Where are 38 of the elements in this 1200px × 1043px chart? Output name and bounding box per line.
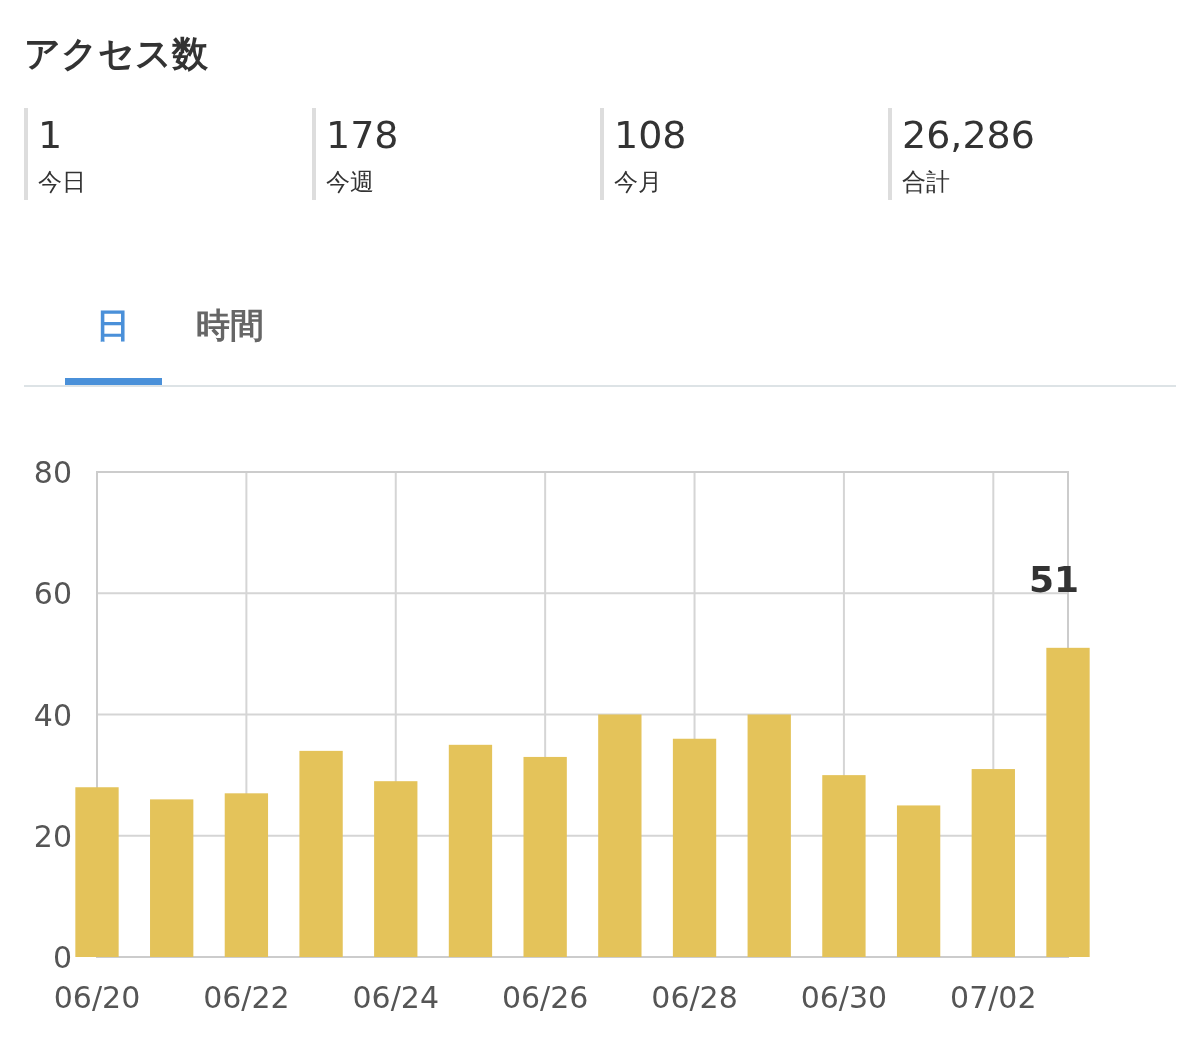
text: 今月 xyxy=(614,168,662,196)
x-tick-label: 06/30 xyxy=(800,980,888,1015)
y-tick-label: 20 xyxy=(33,818,72,854)
x-tick-label: 07/02 xyxy=(950,980,1037,1015)
bar xyxy=(971,769,1015,957)
y-tick-label: 80 xyxy=(33,455,72,490)
bar xyxy=(448,744,493,957)
text: 108 xyxy=(614,113,687,157)
bar xyxy=(747,714,791,957)
text: 今日 xyxy=(38,168,86,196)
data-label: 51 xyxy=(1028,558,1080,600)
bar xyxy=(822,775,866,957)
text: 1 xyxy=(38,113,63,157)
y-tick-label: 40 xyxy=(33,697,72,733)
bar xyxy=(598,714,642,957)
bar xyxy=(374,781,418,957)
x-tick-label: 06/20 xyxy=(53,980,141,1015)
text: 時間 xyxy=(196,305,264,345)
x-tick-label: 06/26 xyxy=(501,980,589,1015)
x-tick-label: 06/28 xyxy=(651,980,738,1015)
text: 合計 xyxy=(902,168,950,196)
y-tick-label: 0 xyxy=(52,940,72,975)
bar xyxy=(224,793,269,957)
bar xyxy=(896,805,941,957)
x-tick-label: 06/22 xyxy=(203,980,290,1015)
text: 26,286 xyxy=(902,113,1035,157)
bar xyxy=(150,799,194,957)
bar xyxy=(672,738,717,957)
text: 178 xyxy=(326,113,399,157)
x-tick-label: 06/24 xyxy=(352,980,439,1015)
bar xyxy=(299,750,343,957)
text: 今週 xyxy=(326,168,374,196)
bar xyxy=(1046,647,1090,957)
bar xyxy=(75,787,119,957)
bar xyxy=(523,756,567,957)
text: 日 xyxy=(96,305,130,345)
chart-title: アクセス数 xyxy=(24,33,209,74)
y-tick-label: 60 xyxy=(33,576,72,612)
